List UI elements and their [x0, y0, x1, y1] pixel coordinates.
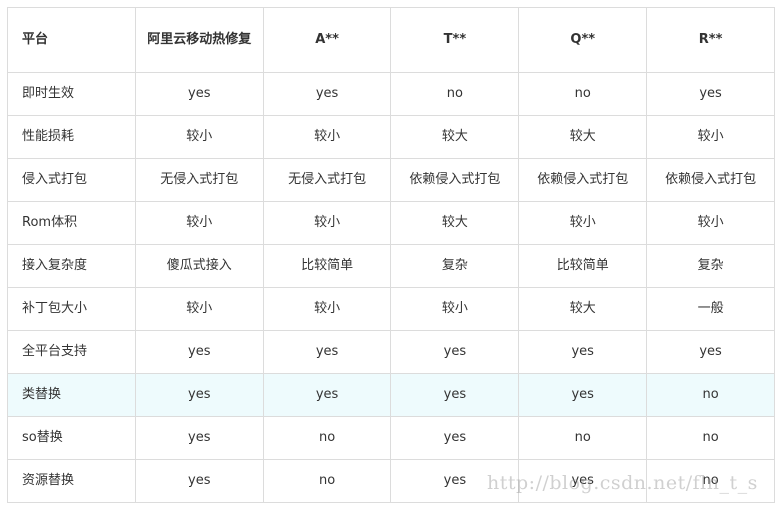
- table-cell: 复杂: [646, 244, 775, 288]
- row-label: 全平台支持: [7, 330, 136, 374]
- table-cell: yes: [134, 373, 264, 417]
- table-cell: 较大: [390, 115, 520, 159]
- table-cell: yes: [518, 330, 648, 374]
- table-cell: 较小: [262, 287, 392, 331]
- header-cell: R**: [646, 7, 775, 73]
- table-cell: 无侵入式打包: [262, 158, 392, 202]
- table-cell: yes: [646, 72, 775, 116]
- table-cell: 依赖侵入式打包: [390, 158, 520, 202]
- table-cell: no: [646, 459, 775, 503]
- table-cell: yes: [518, 459, 648, 503]
- table-cell: 较小: [134, 201, 264, 245]
- table-cell: 傻瓜式接入: [134, 244, 264, 288]
- row-label: 补丁包大小: [7, 287, 136, 331]
- table-cell: yes: [390, 373, 520, 417]
- table-cell: yes: [518, 373, 648, 417]
- comparison-table: 平台 阿里云移动热修复 A** T** Q** R** 即时生效 yes yes no no yes…: [7, 7, 775, 503]
- row-label: Rom体积: [7, 201, 136, 245]
- table-cell: no: [518, 416, 648, 460]
- table-cell: yes: [390, 416, 520, 460]
- row-label: so替换: [7, 416, 136, 460]
- table-row: 全平台支持 yes yes yes yes yes: [7, 330, 775, 374]
- table-cell: yes: [646, 330, 775, 374]
- table-row: 资源替换 yes no yes yes no: [7, 459, 775, 503]
- table-cell: 比较简单: [262, 244, 392, 288]
- table-row: 补丁包大小 较小 较小 较小 较大 一般: [7, 287, 775, 331]
- header-row: 平台 阿里云移动热修复 A** T** Q** R**: [7, 7, 775, 73]
- table-cell: yes: [134, 72, 264, 116]
- table-cell: yes: [262, 330, 392, 374]
- table-cell: 较小: [262, 201, 392, 245]
- table-cell: 较小: [134, 115, 264, 159]
- table-cell: 较小: [262, 115, 392, 159]
- table-cell: no: [518, 72, 648, 116]
- table-cell: no: [646, 373, 775, 417]
- table-cell: no: [262, 459, 392, 503]
- row-label: 即时生效: [7, 72, 136, 116]
- table-cell: 比较简单: [518, 244, 648, 288]
- header-cell: T**: [390, 7, 520, 73]
- table-cell: 无侵入式打包: [134, 158, 264, 202]
- table-cell: yes: [262, 72, 392, 116]
- table-cell: 一般: [646, 287, 775, 331]
- table-cell: yes: [262, 373, 392, 417]
- table-row: 接入复杂度 傻瓜式接入 比较简单 复杂 比较简单 复杂: [7, 244, 775, 288]
- row-label: 性能损耗: [7, 115, 136, 159]
- table-cell: 较小: [646, 201, 775, 245]
- table-cell: 较小: [518, 201, 648, 245]
- table-row: 类替换 yes yes yes yes no: [7, 373, 775, 417]
- table-row: Rom体积 较小 较小 较大 较小 较小: [7, 201, 775, 245]
- table-cell: 较大: [518, 287, 648, 331]
- row-label: 类替换: [7, 373, 136, 417]
- header-cell: 阿里云移动热修复: [134, 7, 264, 73]
- table-cell: 依赖侵入式打包: [646, 158, 775, 202]
- table-cell: 较小: [390, 287, 520, 331]
- table-row: so替换 yes no yes no no: [7, 416, 775, 460]
- row-label: 侵入式打包: [7, 158, 136, 202]
- header-cell: Q**: [518, 7, 648, 73]
- table-row: 性能损耗 较小 较小 较大 较大 较小: [7, 115, 775, 159]
- table-row: 侵入式打包 无侵入式打包 无侵入式打包 依赖侵入式打包 依赖侵入式打包 依赖侵入式打包: [7, 158, 775, 202]
- table-cell: 复杂: [390, 244, 520, 288]
- table-cell: yes: [134, 416, 264, 460]
- table-cell: yes: [390, 330, 520, 374]
- table-cell: yes: [134, 459, 264, 503]
- header-cell-platform: 平台: [7, 7, 136, 73]
- table-cell: 较大: [518, 115, 648, 159]
- table-cell: no: [646, 416, 775, 460]
- row-label: 资源替换: [7, 459, 136, 503]
- table-cell: 较小: [646, 115, 775, 159]
- table-cell: no: [390, 72, 520, 116]
- table-row: 即时生效 yes yes no no yes: [7, 72, 775, 116]
- table-cell: yes: [390, 459, 520, 503]
- table-cell: yes: [134, 330, 264, 374]
- table-cell: no: [262, 416, 392, 460]
- row-label: 接入复杂度: [7, 244, 136, 288]
- table-cell: 较小: [134, 287, 264, 331]
- table-cell: 依赖侵入式打包: [518, 158, 648, 202]
- table-cell: 较大: [390, 201, 520, 245]
- header-cell: A**: [262, 7, 392, 73]
